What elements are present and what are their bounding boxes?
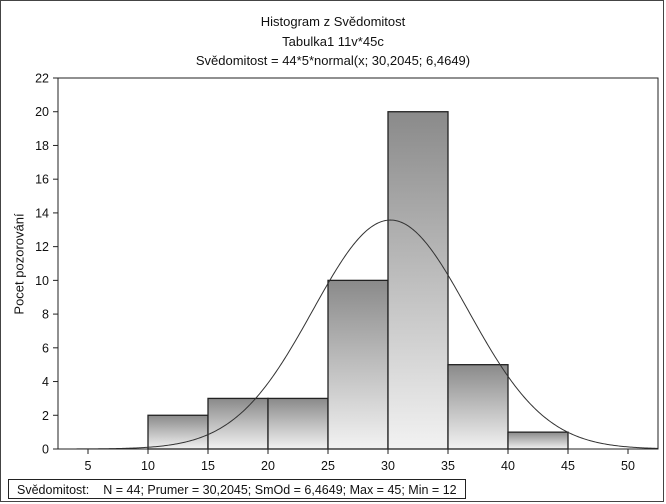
x-tick-label: 35 [441, 459, 455, 473]
x-tick-label: 25 [321, 459, 335, 473]
bars [147, 111, 569, 450]
normal-fit-curve [57, 219, 659, 450]
y-tick-label: 22 [35, 72, 49, 86]
x-tick-label: 45 [561, 459, 575, 473]
x-tick-label: 40 [501, 459, 515, 473]
y-tick-label: 16 [35, 173, 49, 187]
histogram-bar-40-45 [507, 431, 569, 450]
plot-area [57, 77, 659, 450]
x-axis: 5 10 15 20 25 30 35 40 45 50 [85, 449, 635, 473]
y-tick-label: 20 [35, 105, 49, 119]
x-tick-label: 30 [381, 459, 395, 473]
chart-title: Histogram z Svědomitost [260, 14, 406, 29]
x-tick-label: 15 [201, 459, 215, 473]
y-tick-label: 14 [35, 206, 49, 220]
histogram-bar-15-20 [207, 397, 269, 450]
x-tick-label: 20 [261, 459, 275, 473]
y-axis: 0 2 4 6 8 10 12 14 16 18 20 22 [35, 72, 58, 457]
histogram-bar-25-30 [327, 279, 389, 450]
chart-formula: Svědomitost = 44*5*normal(x; 30,2045; 6,… [195, 53, 471, 68]
stats-values: N = 44; Prumer = 30,2045; SmOd = 6,4649;… [103, 483, 457, 497]
histogram-bar-30-35 [387, 111, 449, 450]
y-tick-label: 0 [42, 443, 49, 457]
x-tick-label: 5 [85, 459, 92, 473]
x-tick-label: 50 [621, 459, 635, 473]
y-tick-label: 6 [42, 341, 49, 355]
y-tick-label: 8 [42, 308, 49, 322]
y-tick-label: 10 [35, 274, 49, 288]
y-tick-label: 4 [42, 375, 49, 389]
histogram-bar-35-40 [447, 364, 509, 450]
y-tick-label: 18 [35, 139, 49, 153]
stats-variable: Svědomitost: [17, 483, 90, 497]
y-tick-label: 12 [35, 240, 49, 254]
y-tick-label: 2 [42, 409, 49, 423]
chart-subtitle: Tabulka1 11v*45c [282, 34, 384, 49]
x-tick-label: 10 [141, 459, 155, 473]
summary-statistics: Svědomitost: N = 44; Prumer = 30,2045; Sm… [8, 479, 466, 499]
histogram-bar-20-25 [267, 397, 329, 450]
